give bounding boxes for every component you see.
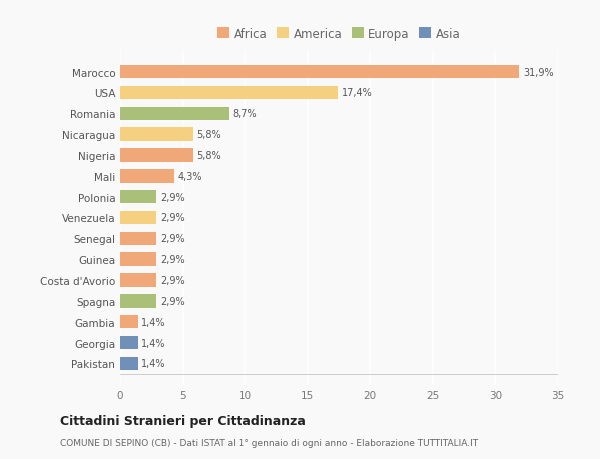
Text: 4,3%: 4,3% [178, 172, 202, 181]
Bar [120, 357, 137, 370]
Text: COMUNE DI SEPINO (CB) - Dati ISTAT al 1° gennaio di ogni anno - Elaborazione TUT: COMUNE DI SEPINO (CB) - Dati ISTAT al 1°… [60, 438, 478, 447]
Text: 1,4%: 1,4% [141, 338, 166, 348]
Text: 2,9%: 2,9% [160, 213, 185, 223]
Bar [120, 336, 137, 350]
Text: 17,4%: 17,4% [341, 88, 372, 98]
Text: 1,4%: 1,4% [141, 317, 166, 327]
Bar [120, 190, 156, 204]
Bar [120, 86, 338, 100]
Bar [120, 149, 193, 162]
Bar [120, 128, 193, 142]
Text: 5,8%: 5,8% [196, 130, 221, 140]
Text: 8,7%: 8,7% [233, 109, 257, 119]
Text: 5,8%: 5,8% [196, 151, 221, 161]
Bar [120, 253, 156, 266]
Text: 1,4%: 1,4% [141, 358, 166, 369]
Bar [120, 294, 156, 308]
Bar [120, 66, 519, 79]
Bar [120, 315, 137, 329]
Bar [120, 211, 156, 225]
Text: 2,9%: 2,9% [160, 255, 185, 264]
Text: 31,9%: 31,9% [523, 67, 554, 78]
Text: 2,9%: 2,9% [160, 275, 185, 285]
Bar [120, 107, 229, 121]
Bar [120, 232, 156, 246]
Text: 2,9%: 2,9% [160, 296, 185, 306]
Bar [120, 170, 174, 183]
Text: 2,9%: 2,9% [160, 234, 185, 244]
Text: Cittadini Stranieri per Cittadinanza: Cittadini Stranieri per Cittadinanza [60, 414, 306, 428]
Text: 2,9%: 2,9% [160, 192, 185, 202]
Legend: Africa, America, Europa, Asia: Africa, America, Europa, Asia [212, 23, 466, 45]
Bar [120, 274, 156, 287]
